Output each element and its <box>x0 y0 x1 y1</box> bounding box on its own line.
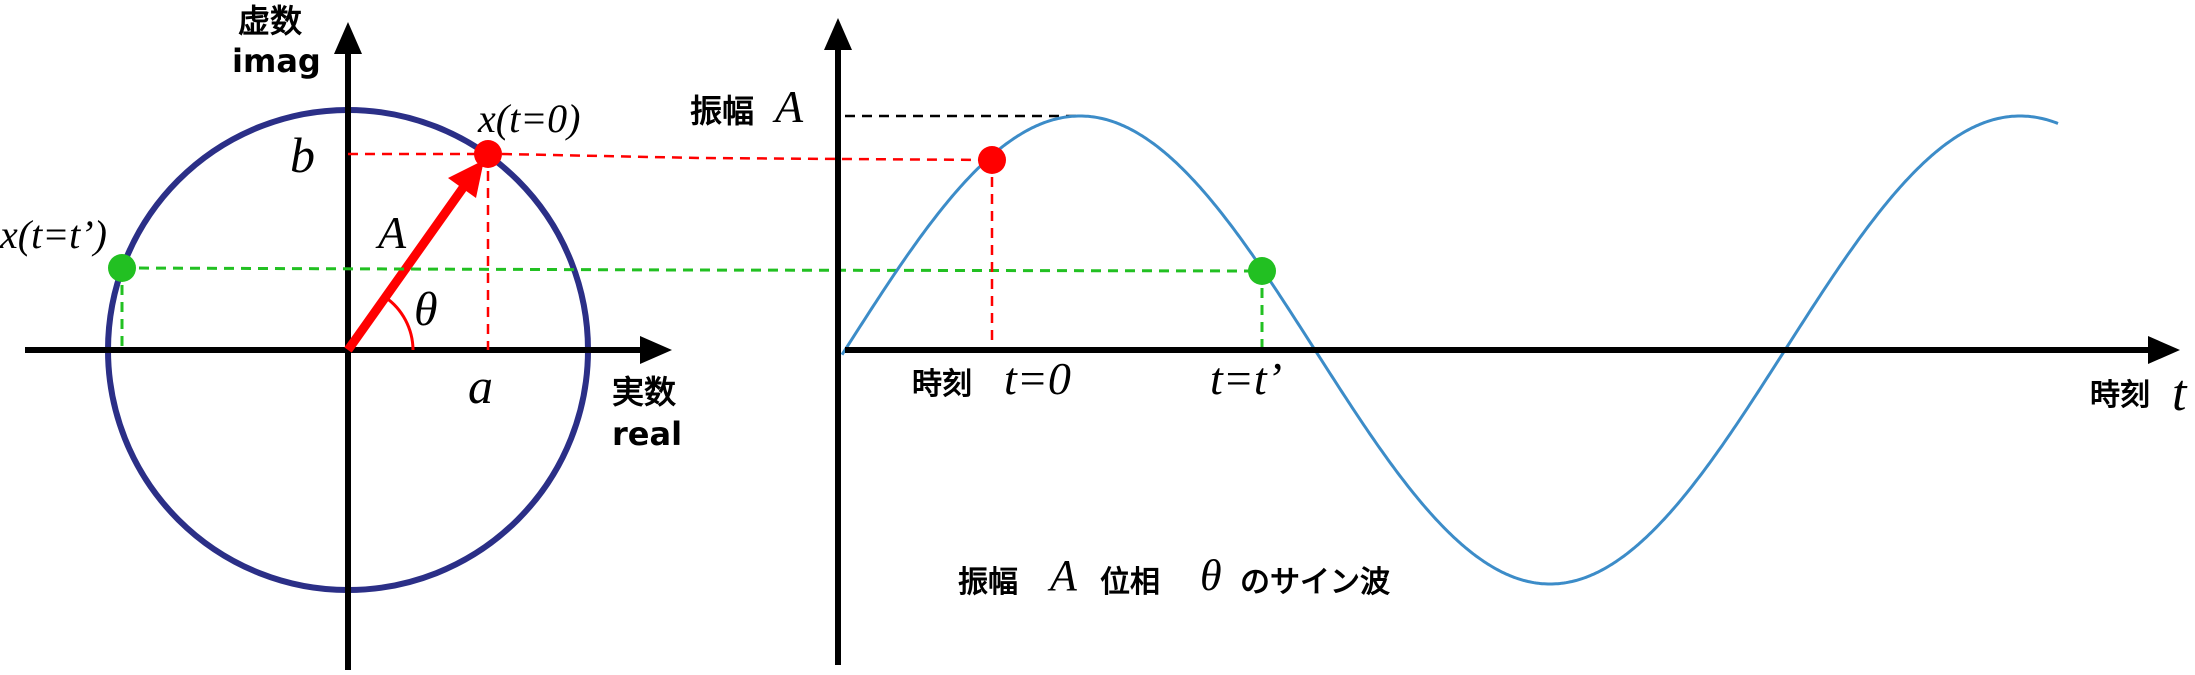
caption-jp-1: 振幅 <box>958 565 1018 600</box>
theta-arc <box>384 295 415 351</box>
amplitude-label-jp: 振幅 <box>690 92 754 130</box>
wave-plot: 振幅 A 時刻 t=0 t=t’ 時刻 t <box>690 18 2188 665</box>
caption: 振幅 A 位相 θ のサイン波 <box>958 551 1391 600</box>
caption-jp-2: 位相 <box>1100 565 1160 600</box>
vector-A-arrowhead <box>448 160 484 198</box>
caption-sym-theta: θ <box>1200 551 1222 600</box>
point-tprime-wave <box>1248 257 1276 285</box>
imag-label-jp: 虚数 <box>238 2 303 40</box>
label-a: a <box>468 358 493 414</box>
label-x-tprime: x(t=t’) <box>0 212 107 257</box>
time-axis-arrowhead <box>2148 336 2180 364</box>
amplitude-axis-arrowhead <box>824 18 852 50</box>
label-theta: θ <box>414 283 438 336</box>
guide-t0-horizontal <box>501 152 991 162</box>
time-axis-label-jp: 時刻 <box>2090 378 2150 413</box>
caption-jp-3: のサイン波 <box>1240 565 1391 600</box>
caption-sym-A: A <box>1047 551 1078 600</box>
label-A: A <box>375 207 407 258</box>
phasor-diagram: 虚数 imag 実数 real b a A θ x(t=0) x(t=t’) <box>0 2 682 670</box>
connecting-guides <box>121 152 1263 273</box>
label-x-t0: x(t=0) <box>477 96 581 141</box>
time-axis-label-sym: t <box>2172 365 2188 422</box>
imag-axis-arrowhead <box>334 22 362 54</box>
real-label-en: real <box>612 415 682 453</box>
guide-tprime-horizontal <box>121 266 1263 273</box>
point-t0-wave <box>978 146 1006 174</box>
amplitude-label-sym: A <box>772 81 804 132</box>
t0-label-jp: 時刻 <box>912 367 972 402</box>
real-label-jp: 実数 <box>612 373 677 411</box>
label-b: b <box>290 127 315 183</box>
real-axis-arrowhead <box>640 336 672 364</box>
tprime-label: t=t’ <box>1210 353 1282 404</box>
point-t0-circle <box>474 140 502 168</box>
sine-wave <box>840 114 2059 586</box>
t0-label: t=0 <box>1004 353 1071 404</box>
vector-A <box>344 182 469 353</box>
imag-label-en: imag <box>232 42 321 80</box>
